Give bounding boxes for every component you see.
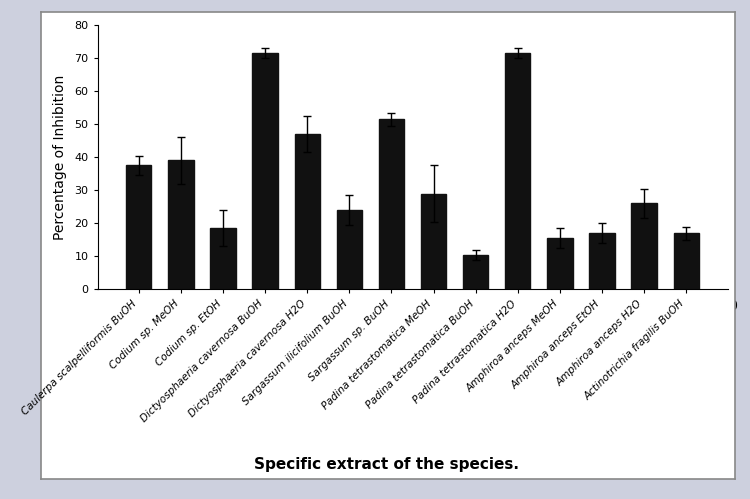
Bar — [295, 134, 320, 289]
Bar — [379, 119, 404, 289]
Bar — [421, 194, 446, 289]
Text: Specific extract of the species.: Specific extract of the species. — [254, 457, 519, 472]
Bar — [168, 161, 194, 289]
Bar — [126, 166, 152, 289]
Bar — [506, 53, 530, 289]
Bar — [548, 238, 572, 289]
Bar — [463, 254, 488, 289]
Bar — [632, 204, 657, 289]
Y-axis label: Percentage of Inhibition: Percentage of Inhibition — [53, 74, 68, 240]
Bar — [210, 228, 236, 289]
Bar — [590, 233, 615, 289]
Bar — [337, 210, 362, 289]
Bar — [253, 53, 278, 289]
Bar — [674, 233, 699, 289]
